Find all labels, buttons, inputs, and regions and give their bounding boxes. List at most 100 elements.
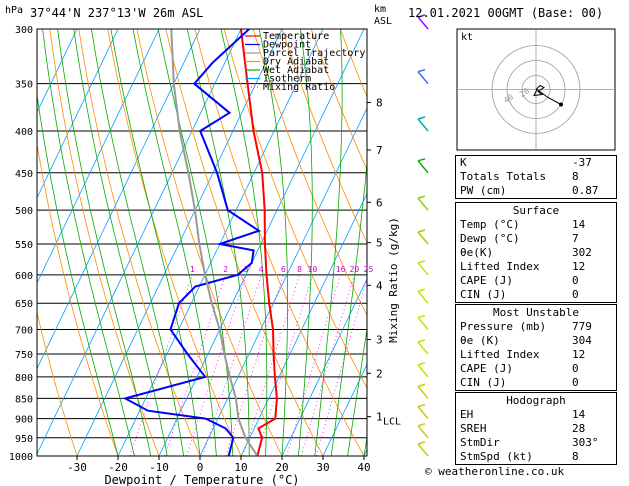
indices-panel: K -37 Totals Totals 8 PW (cm) 0.87 (455, 155, 617, 199)
wind-barb-flag (417, 68, 426, 73)
dry-adiabat-line (37, 310, 78, 456)
wind-barb-flag (417, 383, 426, 388)
wind-barb (417, 364, 429, 378)
hodograph-table-row: SREH 28 (456, 422, 616, 436)
wet-adiabat-line (298, 29, 313, 456)
km-tick-label: 7 (376, 144, 383, 157)
surface-value: 0 (572, 274, 579, 287)
most-unstable-row: Pressure (mb) 779 (456, 320, 616, 334)
legend-label: Isotherm (263, 74, 311, 85)
most-unstable-value: 12 (572, 348, 586, 361)
surface-label: θe(K) (460, 246, 494, 259)
mixing-ratio-tick-label: 6 (281, 265, 286, 274)
surface-label: Temp (°C) (460, 218, 520, 231)
hodograph-unit-label: kt (461, 32, 473, 43)
isotherm-line (240, 192, 367, 456)
index-value: -37 (572, 156, 592, 169)
wet-adiabat-line (132, 29, 217, 456)
mixing-ratio-line (129, 274, 193, 456)
wind-barb (417, 406, 429, 420)
wet-adiabat-line (186, 29, 250, 456)
index-label: K (460, 156, 467, 169)
hodograph-table-value: 303° (572, 436, 599, 449)
surface-label: CAPE (J) (460, 274, 513, 287)
wind-barb (417, 231, 429, 245)
index-row: K -37 (456, 156, 616, 170)
surface-label: Lifted Index (460, 260, 540, 273)
pressure-tick-label: 300 (15, 25, 33, 36)
isotherm-line (37, 29, 78, 114)
dry-adiabat-line (37, 141, 119, 456)
x-tick-label: -30 (67, 461, 87, 474)
isotherm-line (199, 107, 367, 456)
dry-adiabat-line (223, 29, 367, 389)
x-tick-label: -20 (108, 461, 128, 474)
pressure-tick-label: 550 (15, 240, 33, 251)
legend-label: Temperature (263, 31, 329, 42)
x-tick-label: 0 (197, 461, 204, 474)
dry-adiabat-line (252, 29, 367, 317)
x-tick-label: 30 (316, 461, 329, 474)
wind-barb-flag (417, 362, 426, 366)
index-row: PW (cm) 0.87 (456, 184, 616, 198)
wet-adiabat-line (91, 29, 184, 456)
pressure-tick-label: 650 (15, 299, 33, 310)
pressure-tick-label: 750 (15, 350, 33, 361)
pressure-tick-label: 700 (15, 326, 33, 337)
legend-label: Dry Adiabat (263, 57, 329, 68)
isotherm-line (158, 29, 365, 456)
legend-label: Wet Adiabat (263, 65, 329, 76)
hodograph-table-label: StmSpd (kt) (460, 450, 533, 463)
wet-adiabat-line (330, 159, 367, 456)
footer-credit: © weatheronline.co.uk (425, 465, 565, 478)
most-unstable-panel: Most Unstable Pressure (mb) 779 θe (K) 304 Li… (455, 304, 617, 391)
isotherm-line (322, 363, 367, 456)
surface-row: θe(K) 302 (456, 246, 616, 260)
mixing-ratio-tick-label: 4 (259, 265, 264, 274)
isotherm-line (37, 29, 119, 199)
wind-barb-flag (417, 403, 426, 408)
wind-barb (417, 16, 429, 30)
hodograph-table-label: StmDir (460, 436, 500, 449)
mixing-ratio-tick-label: 2 (223, 265, 228, 274)
dry-adiabat-line (49, 29, 160, 456)
most-unstable-label: θe (K) (460, 334, 500, 347)
wind-barb-flag (417, 14, 426, 18)
hpa-label: hPa (5, 5, 24, 16)
mixing-ratio-tick-label: 16 (336, 265, 346, 274)
wind-barb (417, 443, 429, 457)
km-tick-label: 8 (376, 96, 383, 109)
series-temperature (240, 29, 278, 456)
pressure-tick-label: 800 (15, 373, 33, 384)
wind-barb (417, 317, 429, 330)
most-unstable-row: CAPE (J) 0 (456, 362, 616, 376)
mixing-ratio-tick-label: 20 (350, 265, 360, 274)
hodograph-table-label: SREH (460, 422, 487, 435)
pressure-tick-label: 900 (15, 415, 33, 426)
dry-adiabat-line (136, 29, 283, 456)
surface-row: CIN (J) 0 (456, 288, 616, 302)
mixing-ratio-tick-label: 1 (190, 265, 195, 274)
wind-barb-flag (417, 229, 426, 233)
hodograph-table-row: EH 14 (456, 408, 616, 422)
isotherm-line (37, 29, 160, 285)
surface-label: CIN (J) (460, 288, 507, 301)
surface-row: CAPE (J) 0 (456, 274, 616, 288)
index-row: Totals Totals 8 (456, 170, 616, 184)
index-value: 8 (572, 170, 579, 183)
surface-row: Lifted Index 12 (456, 260, 616, 274)
pressure-tick-label: 600 (15, 271, 33, 282)
hodograph-table-row: StmSpd (kt) 8 (456, 450, 616, 464)
surface-value: 302 (572, 246, 592, 259)
most-unstable-value: 779 (572, 320, 592, 333)
legend-label: Dewpoint (263, 40, 311, 51)
isotherm-line (76, 29, 283, 456)
wind-barb (417, 290, 429, 304)
most-unstable-row: Lifted Index 12 (456, 348, 616, 362)
wind-barb (417, 197, 429, 211)
most-unstable-value: 304 (572, 334, 592, 347)
dry-adiabat-line (78, 29, 201, 456)
surface-label: Dewp (°C) (460, 232, 520, 245)
